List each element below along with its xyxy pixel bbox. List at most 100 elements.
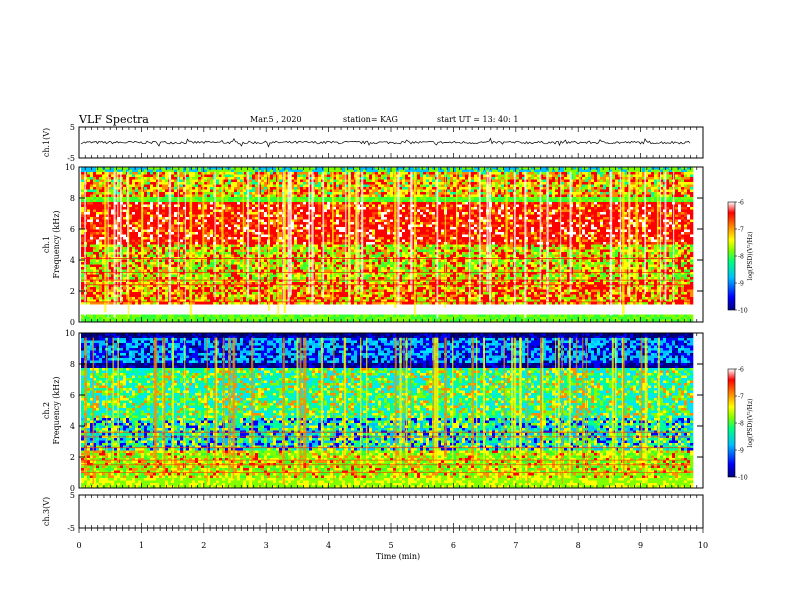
heatmap-cell [150, 167, 154, 170]
heatmap-cell [129, 179, 133, 183]
heatmap-cell [390, 189, 394, 193]
heatmap-cell [315, 172, 319, 175]
heatmap-cell [387, 204, 391, 208]
heatmap-cell [681, 187, 685, 190]
heatmap-cell [171, 179, 175, 183]
heatmap-cell [525, 172, 529, 175]
heatmap-cell [252, 182, 256, 185]
heatmap-cell [81, 207, 85, 210]
heatmap-cell [390, 167, 394, 170]
heatmap-cell [216, 187, 220, 190]
heatmap-cell [660, 217, 664, 220]
heatmap-cell [123, 174, 127, 178]
heatmap-cell [240, 207, 244, 210]
heatmap-cell [198, 169, 202, 173]
heatmap-cell [114, 167, 118, 170]
heatmap-cell [144, 179, 148, 183]
heatmap-cell [441, 174, 445, 178]
heatmap-cell [198, 222, 202, 225]
heatmap-cell [150, 217, 154, 220]
heatmap-cell [462, 187, 466, 190]
heatmap-cell [450, 209, 454, 213]
heatmap-cell [387, 167, 391, 170]
heatmap-cell [447, 177, 451, 180]
heatmap-cell [648, 209, 652, 213]
heatmap-cell [345, 209, 349, 213]
heatmap-cell [588, 177, 592, 180]
heatmap-cell [519, 194, 523, 198]
heatmap-cell [108, 184, 112, 188]
heatmap-cell [678, 209, 682, 213]
heatmap-cell [156, 222, 160, 225]
heatmap-cell [195, 167, 199, 170]
heatmap-cell [591, 192, 595, 195]
heatmap-cell [537, 197, 541, 200]
heatmap-cell [372, 179, 376, 183]
heatmap-cell [501, 177, 505, 180]
heatmap-cell [273, 199, 277, 203]
heatmap-cell [294, 224, 298, 228]
heatmap-cell [432, 209, 436, 213]
heatmap-cell [315, 179, 319, 183]
heatmap-cell [321, 169, 325, 173]
heatmap-cell [285, 169, 289, 173]
heatmap-cell [480, 217, 484, 220]
heatmap-cell [540, 182, 544, 185]
heatmap-cell [366, 207, 370, 210]
heatmap-cell [525, 169, 529, 173]
heatmap-cell [540, 219, 544, 223]
heatmap-cell [132, 174, 136, 178]
heatmap-cell [366, 172, 370, 175]
heatmap-cell [573, 202, 577, 205]
heatmap-cell [144, 214, 148, 218]
heatmap-cell [336, 222, 340, 225]
heatmap-cell [462, 169, 466, 173]
heatmap-cell [111, 212, 115, 215]
heatmap-cell [558, 222, 562, 225]
heatmap-cell [291, 207, 295, 210]
heatmap-cell [297, 222, 301, 225]
heatmap-cell [690, 179, 694, 183]
heatmap-cell [501, 222, 505, 225]
heatmap-cell [156, 207, 160, 210]
heatmap-cell [420, 194, 424, 198]
heatmap-cell [111, 182, 115, 185]
heatmap-cell [456, 179, 460, 183]
heatmap-cell [447, 172, 451, 175]
heatmap-cell [432, 169, 436, 173]
heatmap-cell [429, 187, 433, 190]
heatmap-cell [318, 187, 322, 190]
heatmap-cell [441, 189, 445, 193]
heatmap-cell [552, 184, 556, 188]
heatmap-cell [207, 197, 211, 200]
heatmap-cell [633, 207, 637, 210]
heatmap-cell [231, 204, 235, 208]
heatmap-cell [576, 207, 580, 210]
heatmap-cell [153, 187, 157, 190]
heatmap-cell [465, 222, 469, 225]
heatmap-cell [384, 182, 388, 185]
heatmap-cell [507, 199, 511, 203]
heatmap-cell [90, 169, 94, 173]
heatmap-cell [270, 204, 274, 208]
heatmap-cell [231, 212, 235, 215]
heatmap-cell [591, 199, 595, 203]
heatmap-cell [144, 217, 148, 220]
heatmap-cell [654, 222, 658, 225]
heatmap-cell [513, 169, 517, 173]
heatmap-cell [456, 204, 460, 208]
heatmap-cell [351, 177, 355, 180]
heatmap-cell [606, 199, 610, 203]
heatmap-cell [291, 192, 295, 195]
heatmap-cell [369, 194, 373, 198]
heatmap-cell [354, 169, 358, 173]
heatmap-cell [99, 202, 103, 205]
heatmap-cell [474, 204, 478, 208]
heatmap-cell [390, 199, 394, 203]
heatmap-cell [441, 172, 445, 175]
start-time-label: start UT = 13: 40: 1 [437, 115, 518, 124]
heatmap-cell [243, 207, 247, 210]
heatmap-cell [231, 192, 235, 195]
heatmap-cell [540, 199, 544, 203]
heatmap-cell [399, 194, 403, 198]
